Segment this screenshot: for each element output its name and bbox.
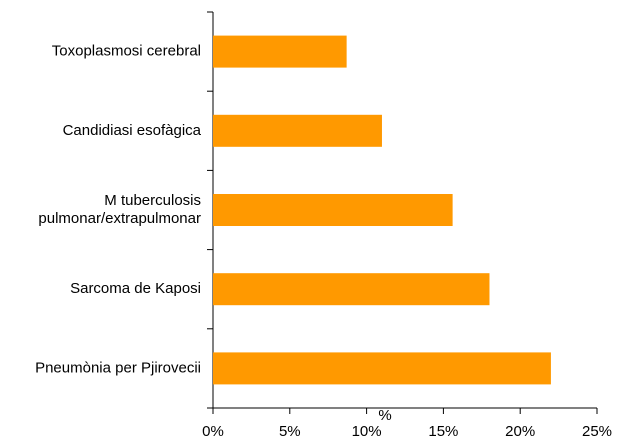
bar [213, 273, 490, 306]
x-tick-label: 15% [428, 423, 458, 439]
bar [213, 352, 551, 385]
bar [213, 35, 347, 68]
x-tick-label: 0% [202, 423, 224, 439]
y-tick-label: Pneumònia per Pjirovecii [35, 359, 201, 376]
bar [213, 114, 382, 147]
x-tick-label: 5% [279, 423, 301, 439]
y-tick-label: Toxoplasmosi cerebral [52, 43, 201, 60]
x-tick-label: 25% [582, 423, 612, 439]
y-tick-label: Candidiasi esofàgica [63, 122, 202, 139]
bar [213, 194, 453, 226]
y-tick-label: M tuberculosis pulmonar/extrapulmonar [38, 192, 201, 227]
x-axis-label: % [378, 407, 391, 424]
x-tick-label: 20% [505, 423, 535, 439]
x-tick-label: 10% [352, 423, 382, 439]
y-tick-label: Sarcoma de Kaposi [70, 280, 201, 297]
